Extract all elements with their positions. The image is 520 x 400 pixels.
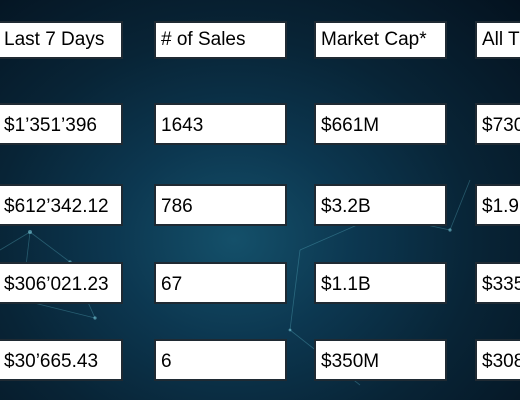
cell-market-cap: $350M [314, 339, 447, 381]
header-market-cap: Market Cap* [314, 21, 447, 59]
cell-sales: 6 [154, 339, 287, 381]
cell-last-7-days: $612’342.12 [0, 184, 123, 226]
cell-last-7-days: $306’021.23 [0, 262, 123, 304]
cell-all-time: $730 [475, 103, 520, 145]
cell-sales: 786 [154, 184, 287, 226]
cell-sales: 1643 [154, 103, 287, 145]
cell-market-cap: $3.2B [314, 184, 447, 226]
cell-all-time: $1.9 [475, 184, 520, 226]
cell-all-time: $335 [475, 262, 520, 304]
cell-last-7-days: $1’351’396 [0, 103, 123, 145]
cell-market-cap: $1.1B [314, 262, 447, 304]
cell-last-7-days: $30’665.43 [0, 339, 123, 381]
cell-all-time: $308 [475, 339, 520, 381]
header-last-7-days: Last 7 Days [0, 21, 123, 59]
header-number-of-sales: # of Sales [154, 21, 287, 59]
cell-market-cap: $661M [314, 103, 447, 145]
header-all-time: All T [475, 21, 520, 59]
cell-sales: 67 [154, 262, 287, 304]
